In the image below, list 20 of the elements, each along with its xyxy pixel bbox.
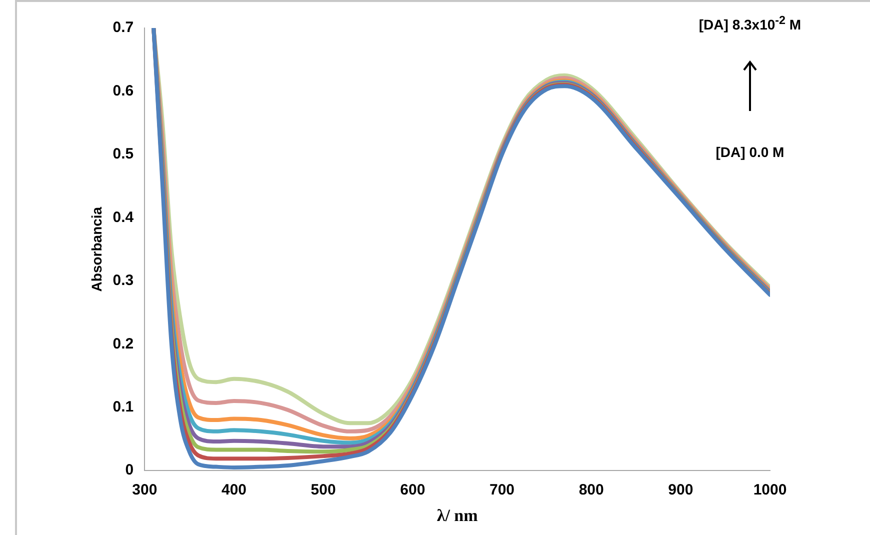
x-tick-label: 900 — [668, 482, 694, 499]
y-tick-label: 0.4 — [112, 208, 134, 226]
x-tick-label: 500 — [310, 482, 336, 499]
y-tick-label: 0.2 — [112, 335, 134, 352]
y-tick-label: 0.3 — [112, 272, 134, 290]
annotation: [DA] 8.3x10$^{-2}$ M — [698, 14, 802, 33]
x-tick-label: 600 — [400, 482, 426, 499]
x-tick-label: 300 — [132, 482, 158, 499]
y-tick-label: 0.6 — [112, 82, 134, 100]
y-tick-label: 0 — [125, 462, 134, 479]
y-axis-title: Absorbancia — [88, 206, 104, 292]
annotation: [DA] 0.0 M — [716, 144, 784, 160]
x-axis-title: λ/ nm — [436, 506, 478, 526]
y-tick-label: 0.1 — [112, 398, 134, 416]
y-tick-label: 0.5 — [112, 146, 134, 163]
x-tick-label: 400 — [221, 482, 247, 499]
y-tick-label: 0.7 — [112, 19, 134, 36]
x-tick-label: 1000 — [753, 482, 787, 499]
x-tick-label: 800 — [578, 482, 604, 499]
x-tick-label: 700 — [489, 482, 515, 499]
